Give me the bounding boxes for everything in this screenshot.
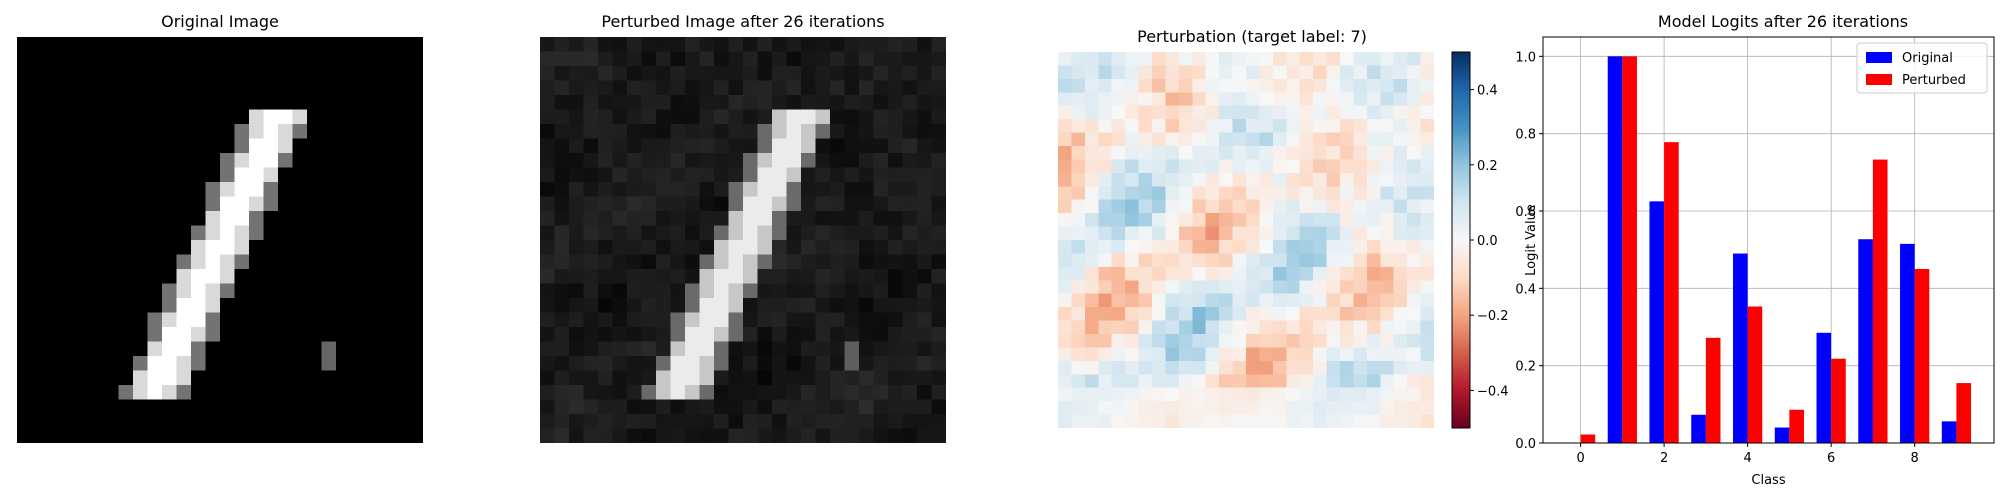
bar-perturbed: [1956, 383, 1972, 443]
bar-perturbed: [1789, 409, 1804, 443]
bar-perturbed: [1580, 434, 1596, 443]
y-tick-label: 0.6: [1515, 205, 1536, 220]
colorbar-tick-label: 0.2: [1477, 159, 1498, 174]
bar-perturbed: [1747, 306, 1763, 443]
bar-original: [1691, 414, 1706, 443]
chart-frame: [1542, 36, 1995, 444]
colorbar-frame: [1451, 51, 1471, 429]
bar-perturbed: [1914, 269, 1930, 443]
y-tick-label: 1.0: [1515, 50, 1536, 65]
bar-perturbed: [1622, 56, 1637, 443]
y-tick-label: 0.8: [1515, 128, 1536, 143]
bar-original: [1733, 253, 1748, 443]
y-tick-label: 0.2: [1515, 360, 1536, 375]
bar-perturbed: [1872, 159, 1888, 443]
perturbation-title: Perturbation (target label: 7): [1137, 27, 1367, 46]
x-tick-label: 8: [1911, 451, 1919, 466]
colorbar-tick-label: 0.0: [1477, 234, 1498, 249]
perturbation-heatmap: [1058, 52, 1434, 428]
x-axis-label: Class: [1751, 473, 1785, 488]
x-tick-label: 0: [1576, 451, 1584, 466]
bar-original: [1858, 239, 1873, 443]
bar-perturbed: [1831, 358, 1846, 443]
logits-chart-title: Model Logits after 26 iterations: [1657, 12, 1909, 31]
bar-perturbed: [1705, 337, 1721, 443]
colorbar-tick-label: −0.4: [1477, 384, 1509, 399]
legend-label: Original: [1902, 51, 1953, 66]
bar-original: [1941, 421, 1957, 443]
original-digit-image: [17, 37, 423, 443]
y-tick-label: 0.4: [1515, 282, 1536, 297]
x-tick-label: 2: [1660, 451, 1668, 466]
original-image-title: Original Image: [161, 12, 279, 31]
legend-swatch: [1866, 52, 1892, 63]
bar-perturbed: [1664, 142, 1679, 443]
x-tick-label: 4: [1743, 451, 1751, 466]
x-tick-label: 6: [1827, 451, 1835, 466]
bar-original: [1816, 332, 1832, 443]
legend-swatch: [1866, 74, 1892, 85]
perturbed-digit-image: [540, 37, 946, 443]
perturbed-image-title: Perturbed Image after 26 iterations: [601, 12, 885, 31]
bar-original: [1607, 56, 1623, 443]
bar-original: [1649, 201, 1665, 443]
bar-original: [1900, 243, 1915, 443]
y-tick-label: 0.0: [1515, 437, 1536, 452]
colorbar: [1452, 52, 1470, 428]
bar-original: [1774, 427, 1790, 443]
colorbar-tick-label: 0.4: [1477, 84, 1498, 99]
legend-label: Perturbed: [1902, 73, 1966, 88]
colorbar-tick-label: −0.2: [1477, 309, 1509, 324]
y-axis-label: Logit Value: [1524, 204, 1539, 276]
